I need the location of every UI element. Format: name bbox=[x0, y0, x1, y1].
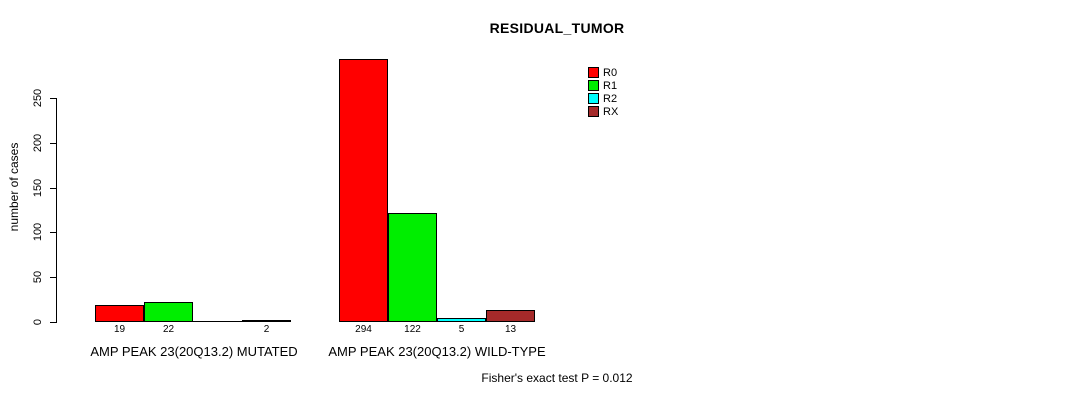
bar-value-label: 294 bbox=[355, 324, 372, 335]
bar-value-label: 2 bbox=[263, 324, 270, 335]
bar-rx-group1 bbox=[486, 310, 535, 322]
x-category-label-mutated: AMP PEAK 23(20Q13.2) MUTATED bbox=[90, 344, 298, 359]
legend-label-r0: R0 bbox=[603, 66, 618, 79]
legend-row-r0: R0 bbox=[588, 66, 618, 79]
y-tick-label: 0 bbox=[32, 318, 44, 326]
bar-r1-group1 bbox=[388, 213, 437, 322]
y-axis-line bbox=[56, 98, 57, 323]
y-tick-mark bbox=[50, 322, 57, 323]
legend-swatch-r0 bbox=[588, 67, 599, 78]
bar-r2-group0-zero bbox=[193, 321, 242, 322]
y-tick-mark bbox=[50, 232, 57, 233]
chart-title: RESIDUAL_TUMOR bbox=[489, 20, 625, 36]
y-tick-mark bbox=[50, 98, 57, 99]
legend-row-r2: R2 bbox=[588, 92, 618, 105]
y-tick-mark bbox=[50, 143, 57, 144]
y-tick-label: 150 bbox=[32, 178, 44, 198]
y-axis-title: number of cases bbox=[7, 142, 21, 232]
legend-swatch-r1 bbox=[588, 80, 599, 91]
y-tick-mark bbox=[50, 188, 57, 189]
legend-row-r1: R1 bbox=[588, 79, 618, 92]
y-tick-label: 200 bbox=[32, 133, 44, 153]
legend-row-rx: RX bbox=[588, 105, 618, 118]
y-tick-label: 100 bbox=[32, 222, 44, 242]
legend-label-rx: RX bbox=[603, 105, 619, 118]
bar-value-label: 5 bbox=[458, 324, 465, 335]
y-tick-mark bbox=[50, 277, 57, 278]
bar-r0-group0 bbox=[95, 305, 144, 322]
bar-rx-group0 bbox=[242, 320, 291, 322]
y-tick-label: 50 bbox=[32, 270, 44, 284]
bar-value-label: 19 bbox=[113, 324, 126, 335]
bar-r1-group0 bbox=[144, 302, 193, 322]
bar-value-label: 22 bbox=[162, 324, 175, 335]
legend-label-r2: R2 bbox=[603, 92, 618, 105]
legend-swatch-r2 bbox=[588, 93, 599, 104]
x-category-label-wildtype: AMP PEAK 23(20Q13.2) WILD-TYPE bbox=[328, 344, 546, 359]
y-tick-label: 250 bbox=[32, 88, 44, 108]
bar-value-label: 122 bbox=[404, 324, 421, 335]
legend-label-r1: R1 bbox=[603, 79, 618, 92]
legend: R0 R1 R2 RX bbox=[588, 66, 618, 118]
legend-swatch-rx bbox=[588, 106, 599, 117]
stat-test-annotation: Fisher's exact test P = 0.012 bbox=[481, 371, 633, 385]
bar-r0-group1 bbox=[339, 59, 388, 322]
bar-r2-group1 bbox=[437, 318, 486, 322]
bar-value-label: 13 bbox=[504, 324, 517, 335]
